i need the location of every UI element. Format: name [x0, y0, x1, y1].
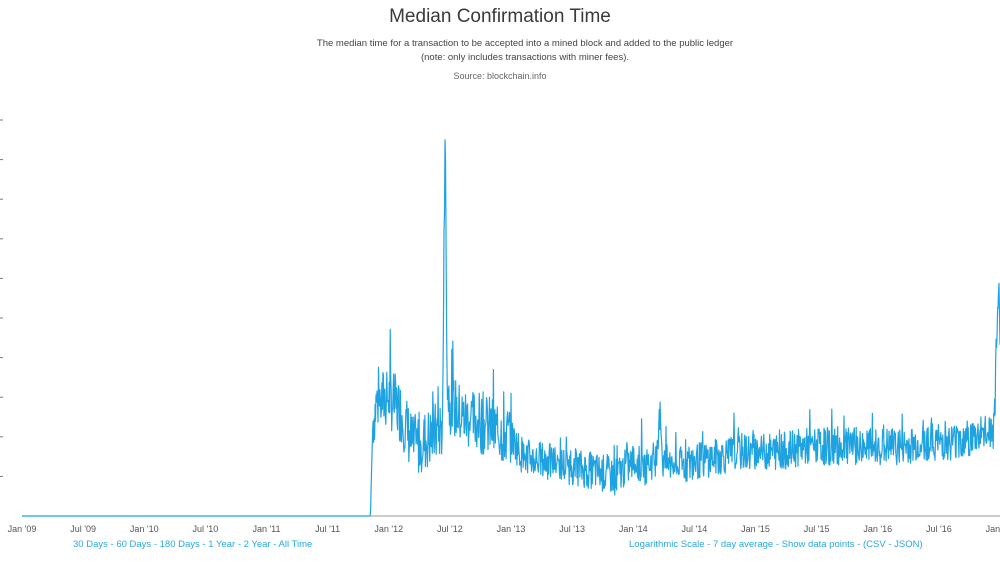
timespan-2-year-link[interactable]: 2 Year	[243, 539, 271, 550]
x-tick-label: Jan '12	[374, 524, 403, 534]
x-tick-label: Jul '15	[804, 524, 830, 534]
separator: -	[707, 539, 713, 550]
x-axis-ticks: Jan '09 Jul '09 Jan '10 Jul '10 Jan '11 Jul '…	[8, 524, 1000, 534]
x-tick-label: Jan '14	[619, 524, 648, 534]
y-axis-ticks	[0, 119, 3, 477]
x-tick-label: Jan '15	[741, 524, 770, 534]
x-tick-label: Jul '09	[70, 524, 96, 534]
separator: -	[857, 539, 863, 550]
x-tick-label: Jul '16	[926, 524, 952, 534]
timespan-30-days-link[interactable]: 30 Days	[73, 539, 108, 550]
seven-day-average-link[interactable]: 7 day average	[712, 539, 774, 550]
x-tick-label: Jul '10	[193, 524, 219, 534]
timespan-1-year-link[interactable]: 1 Year	[208, 539, 236, 550]
separator: -	[775, 539, 782, 550]
x-tick-label: Jul '13	[559, 524, 585, 534]
separator: -	[273, 539, 279, 550]
timespan-all-time-link[interactable]: All Time	[278, 539, 313, 550]
export-close-paren: )	[919, 539, 923, 550]
chart-options: Logarithmic Scale - 7 day average - Show…	[629, 539, 923, 550]
x-tick-label: Jul '14	[682, 524, 708, 534]
show-data-points-link[interactable]: Show data points	[781, 539, 855, 550]
x-tick-label: Jan '11	[252, 524, 280, 534]
x-tick-label: Jan '17	[986, 524, 1000, 534]
timespan-controls: 30 Days - 60 Days - 180 Days - 1 Year - …	[73, 539, 312, 550]
chart-source: Source: blockchain.info	[453, 71, 547, 81]
csv-export-link[interactable]: CSV	[866, 539, 886, 550]
separator: -	[153, 539, 160, 550]
separator: -	[237, 539, 244, 550]
x-tick-label: Jan '16	[863, 524, 892, 534]
x-tick-label: Jul '12	[437, 524, 463, 534]
timespan-60-days-link[interactable]: 60 Days	[116, 539, 152, 550]
separator: -	[885, 539, 895, 550]
json-export-link[interactable]: JSON	[894, 539, 920, 550]
x-tick-label: Jan '13	[497, 524, 526, 534]
chart-subtitle: The median time for a transaction to be …	[316, 38, 734, 63]
timespan-180-days-link[interactable]: 180 Days	[159, 539, 200, 550]
logarithmic-scale-link[interactable]: Logarithmic Scale	[629, 539, 705, 550]
separator: -	[202, 539, 209, 550]
series-line-median-confirmation-time	[21, 139, 1000, 517]
x-tick-label: Jul '11	[315, 524, 340, 534]
separator: -	[110, 539, 117, 550]
export-open-paren: (	[862, 539, 867, 550]
x-tick-label: Jan '09	[8, 524, 37, 534]
chart-title: Median Confirmation Time	[389, 6, 611, 27]
x-tick-label: Jan '10	[130, 524, 159, 534]
